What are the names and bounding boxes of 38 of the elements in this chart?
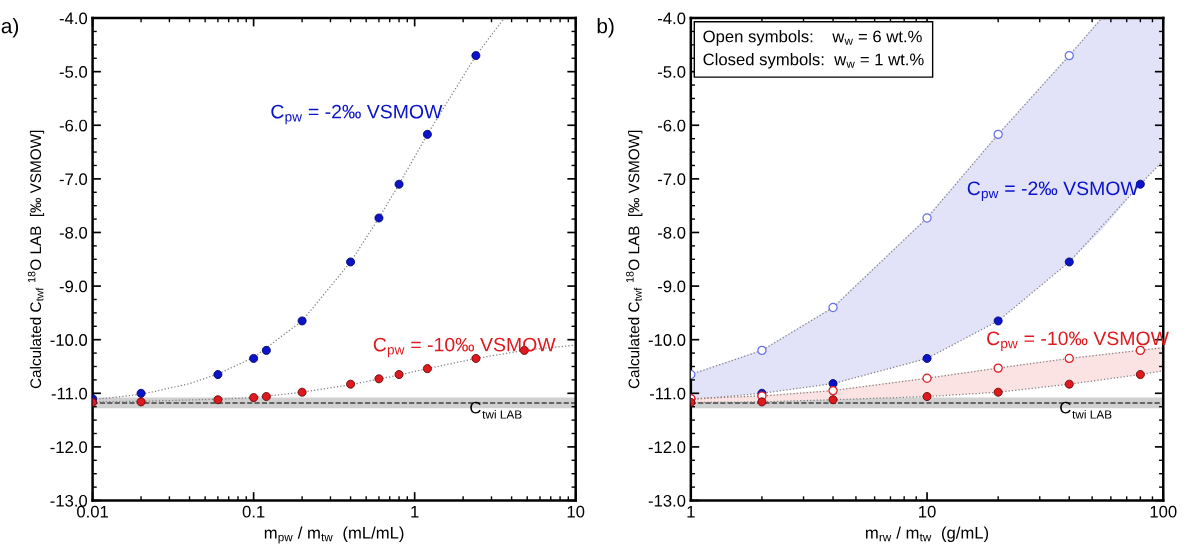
series-label: C$_{pw}$ = -2‰ VSMOW [271, 104, 443, 125]
series-label: C$_{pw}$ = -10‰ VSMOW [373, 337, 556, 358]
x-axis-title: m$_{pw}$ / m$_{tw}$ (mL/mL) [264, 526, 404, 544]
chart-title: b) [597, 18, 614, 38]
x-tick-label: 10 [567, 505, 585, 518]
y-tick-label: -6.0 [658, 119, 686, 132]
y-tick-label: -4.0 [59, 12, 88, 25]
series-label: C$_{pw}$ = -2‰ VSMOW [967, 181, 1139, 201]
y-tick-label: -11.0 [51, 387, 88, 400]
y-tick-label: -13.0 [50, 494, 88, 507]
annotation: Closed symbols: w$_{w}$ = 1 wt.% [703, 53, 924, 69]
y-tick-label: -10.0 [648, 334, 686, 346]
y-tick-label: -8.0 [59, 226, 88, 239]
y-tick-label: -9.0 [59, 280, 88, 293]
y-tick-label: -13.0 [648, 494, 686, 507]
annotation: Open symbols: w$_{w}$ = 6 wt.% [703, 30, 922, 46]
y-axis-title: Calculated C$_{twf}$ $^{18}$O LAB [‰ VSMOW] [27, 130, 45, 389]
y-tick-label: -10.0 [50, 334, 88, 346]
y-tick-label: -8.0 [658, 226, 686, 239]
x-tick-label: 0.1 [242, 505, 265, 518]
x-tick-label: 1 [687, 505, 695, 518]
x-tick-label: 1 [411, 505, 419, 518]
y-tick-label: -5.0 [59, 66, 88, 78]
y-axis-title: Calculated C$_{twf}$ $^{18}$O LAB [‰ VSMOW] [626, 130, 643, 389]
y-tick-label: -7.0 [658, 173, 686, 186]
y-tick-label: -4.0 [658, 12, 686, 25]
x-tick-label: 0.01 [77, 505, 108, 518]
chart-title: a) [1, 18, 19, 38]
y-tick-label: -7.0 [59, 173, 88, 186]
y-tick-label: -12.0 [648, 441, 686, 454]
x-tick-label: 10 [919, 505, 936, 518]
y-tick-label: -11.0 [649, 387, 686, 400]
y-tick-label: -9.0 [658, 280, 686, 293]
y-tick-label: -12.0 [50, 441, 88, 454]
x-tick-label: 100 [1150, 505, 1177, 518]
x-axis-title: m$_{rw}$ / m$_{tw}$ (g/mL) [865, 526, 989, 542]
y-tick-label: -5.0 [658, 66, 686, 78]
y-tick-label: -6.0 [59, 119, 88, 132]
